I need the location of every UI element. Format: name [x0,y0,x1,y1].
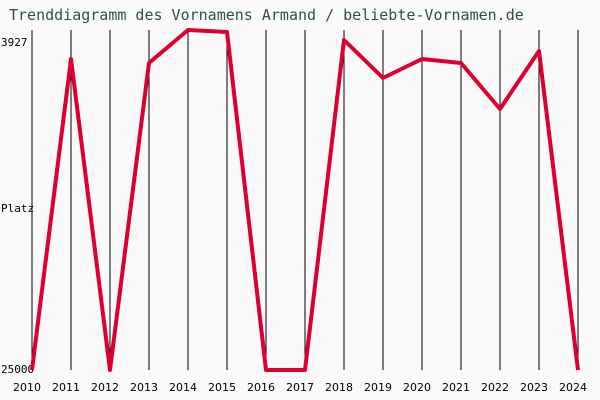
x-tick-label: 2010 [13,381,41,394]
x-tick-label: 2018 [325,381,353,394]
x-axis-labels: 2010 2011 2012 2013 2014 2015 2016 2017 2018 2019… [13,381,587,394]
x-tick-label: 2011 [52,381,80,394]
x-tick-label: 2020 [403,381,431,394]
x-tick-label: 2019 [364,381,392,394]
y-tick-bottom: 25000 [1,363,34,376]
x-tick-label: 2023 [520,381,548,394]
x-tick-label: 2022 [481,381,509,394]
vertical-gridlines [31,30,579,370]
y-tick-top: 3927 [1,36,28,49]
x-tick-label: 2017 [286,381,314,394]
chart-title: Trenddiagramm des Vornamens Armand / bel… [9,6,524,24]
y-axis-label: Platz [1,202,34,215]
x-tick-label: 2021 [442,381,470,394]
x-tick-label: 2014 [169,381,197,394]
x-tick-label: 2015 [208,381,236,394]
x-tick-label: 2013 [130,381,158,394]
x-tick-label: 2012 [91,381,119,394]
x-tick-label: 2024 [559,381,587,394]
x-tick-label: 2016 [247,381,275,394]
trend-line [30,28,580,372]
